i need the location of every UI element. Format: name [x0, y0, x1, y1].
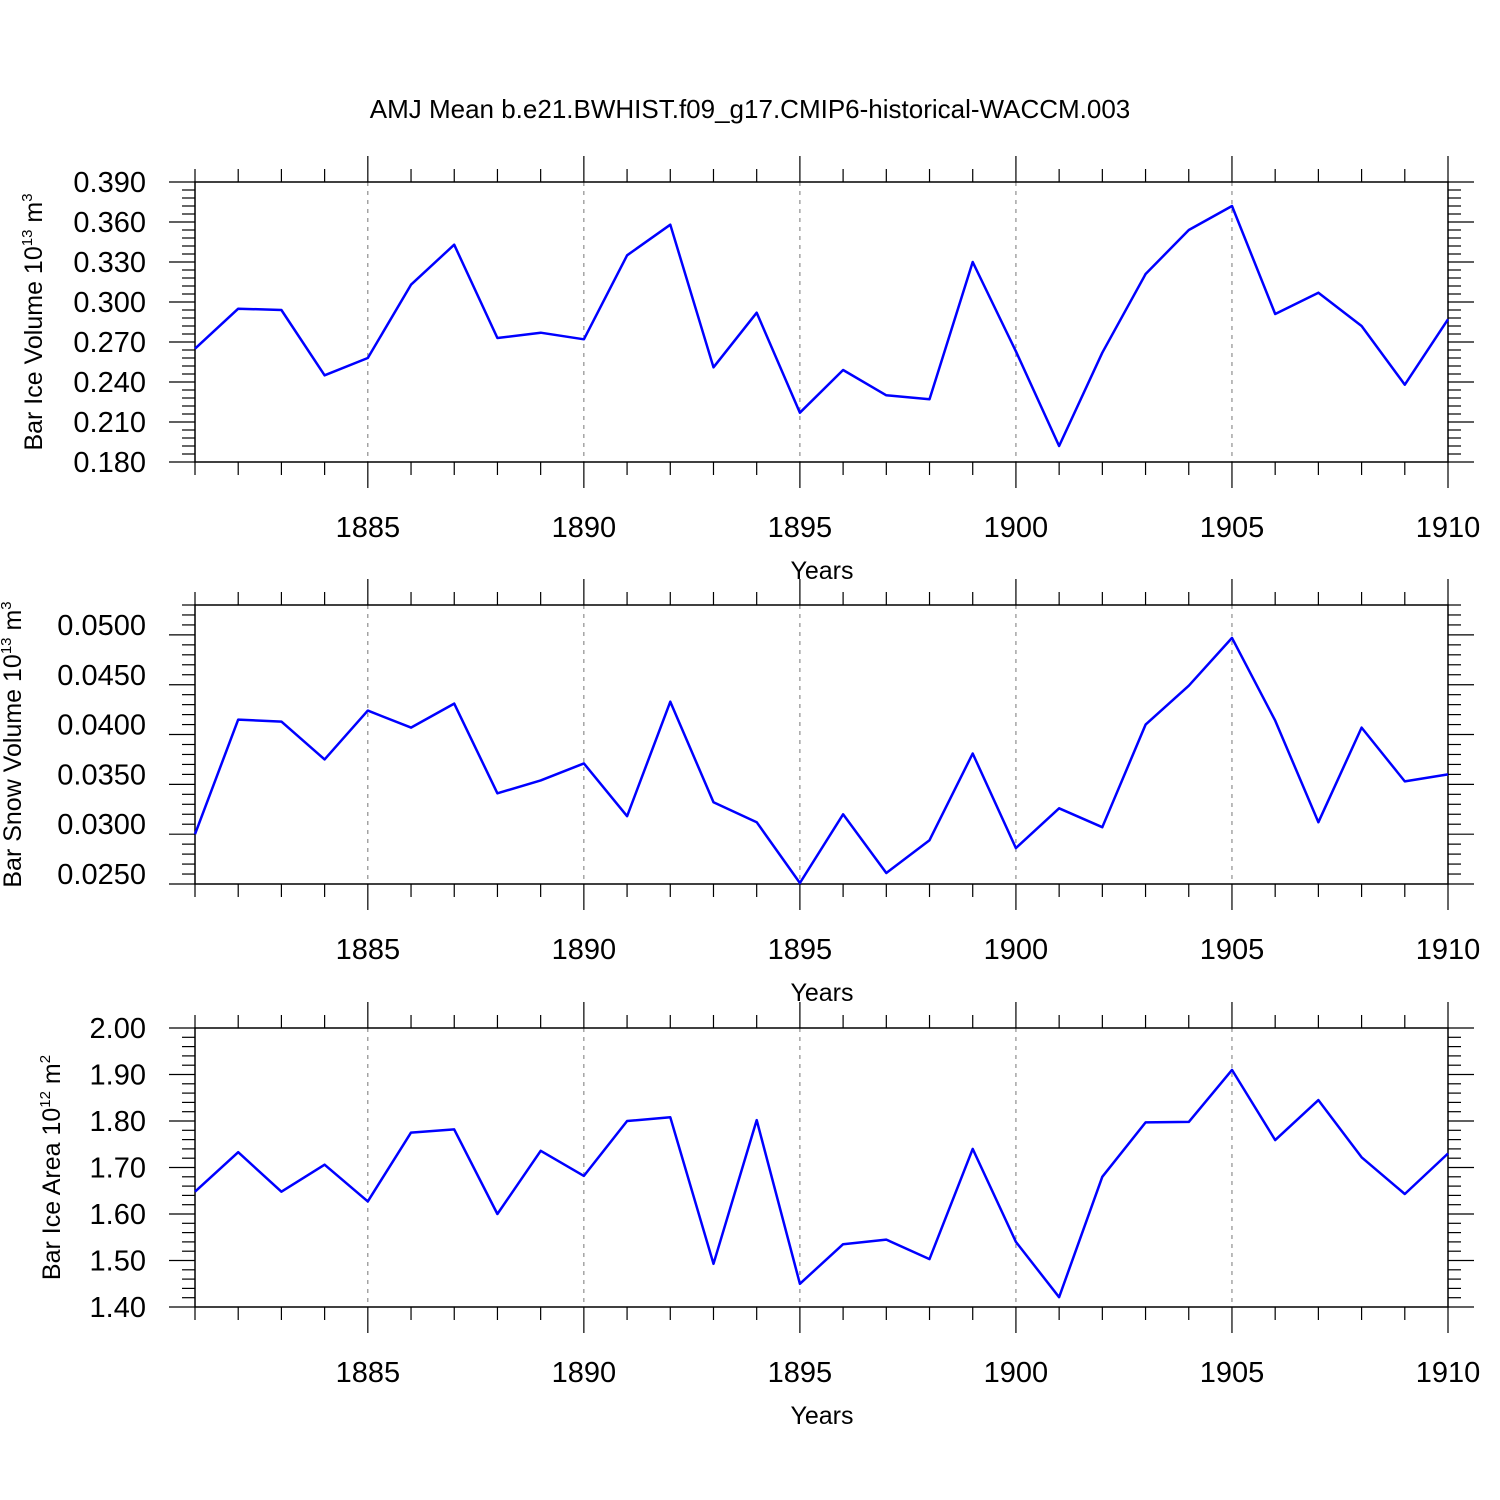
x-tick-label: 1905	[1200, 512, 1265, 544]
y-tick-label: 0.300	[73, 287, 146, 319]
y-axis-label: Bar Ice Volume 1013 m3	[19, 193, 48, 450]
x-tick-label: 1900	[984, 512, 1049, 544]
y-axis-label: Bar Ice Area 1012 m2	[37, 1055, 66, 1280]
snow-volume-panel: 0.0500 0.0450 0.0400 0.0350 0.0300 0.0250 1885…	[0, 579, 1480, 1007]
y-tick-label: 0.210	[73, 407, 146, 439]
ice-volume-panel: 0.390 0.360 0.330 0.300 0.270 0.240 0.210 0.180…	[19, 156, 1480, 585]
y-tick-label: 0.240	[73, 367, 146, 399]
x-tick-label: 1885	[336, 1357, 401, 1389]
y-tick-label: 0.180	[73, 447, 146, 479]
y-axis-label-text: Bar Snow Volume 10	[0, 654, 27, 887]
x-tick-label: 1910	[1416, 934, 1481, 966]
y-tick-label: 0.0450	[57, 660, 146, 692]
y-axis-label-text: Bar Ice Volume 10	[20, 246, 48, 450]
x-axis-label: Years	[790, 1402, 853, 1430]
y-tick-label: 0.330	[73, 247, 146, 279]
y-axis-label-superscript: 3	[0, 601, 15, 609]
y-axis-label-text: m	[38, 1063, 66, 1091]
x-axis-label: Years	[790, 979, 853, 1007]
y-axis-label-superscript: 2	[37, 1055, 54, 1063]
x-tick-label: 1895	[768, 1357, 833, 1389]
y-tick-label: 0.0350	[57, 759, 146, 791]
x-tick-label: 1900	[984, 934, 1049, 966]
x-tick-label: 1895	[768, 512, 833, 544]
ice-area-series-line	[194, 1068, 1449, 1299]
chart-title: AMJ Mean b.e21.BWHIST.f09_g17.CMIP6-hist…	[370, 94, 1131, 124]
x-tick-label: 1900	[984, 1357, 1049, 1389]
y-tick-label: 0.390	[73, 167, 146, 199]
y-axis-label-text: Bar Ice Area 10	[38, 1108, 66, 1280]
plot-frame	[194, 604, 1449, 885]
y-tick-label: 1.90	[90, 1060, 146, 1092]
y-axis-label-superscript: 13	[19, 230, 36, 247]
x-tick-label: 1895	[768, 934, 833, 966]
x-tick-label: 1910	[1416, 512, 1481, 544]
ice-area-panel: 2.00 1.90 1.80 1.70 1.60 1.50 1.40 1885 1890 1895…	[37, 1002, 1480, 1430]
y-axis-label-text: m	[20, 202, 48, 230]
x-tick-label: 1905	[1200, 1357, 1265, 1389]
y-axis-label-superscript: 12	[37, 1091, 54, 1108]
ice-volume-series-line	[194, 204, 1450, 448]
y-tick-label: 0.0300	[57, 809, 146, 841]
x-tick-label: 1885	[336, 512, 401, 544]
snow-volume-series-line	[193, 636, 1449, 885]
y-tick-label: 0.0500	[57, 610, 146, 642]
y-tick-label: 2.00	[90, 1013, 146, 1045]
x-axis-label: Years	[790, 557, 853, 585]
y-tick-label: 0.360	[73, 207, 146, 239]
y-axis-label-superscript: 13	[0, 637, 15, 654]
x-tick-label: 1910	[1416, 1357, 1481, 1389]
y-tick-label: 1.40	[90, 1292, 146, 1324]
y-axis-label: Bar Snow Volume 1013 m3	[0, 601, 27, 887]
y-axis-label-superscript: 3	[19, 193, 36, 201]
y-tick-label: 0.270	[73, 327, 146, 359]
x-tick-label: 1905	[1200, 934, 1265, 966]
y-tick-label: 1.60	[90, 1199, 146, 1231]
y-tick-label: 1.80	[90, 1106, 146, 1138]
chart-panels: 0.390 0.360 0.330 0.300 0.270 0.240 0.210 0.180…	[0, 156, 1480, 1430]
x-tick-label: 1885	[336, 934, 401, 966]
y-axis-label-text: m	[0, 610, 27, 638]
y-tick-label: 1.70	[90, 1153, 146, 1185]
x-tick-label: 1890	[552, 512, 617, 544]
plot-frame	[194, 181, 1449, 463]
x-tick-label: 1890	[552, 1357, 617, 1389]
x-tick-label: 1890	[552, 934, 617, 966]
y-tick-label: 1.50	[90, 1246, 146, 1278]
y-tick-label: 0.0250	[57, 859, 146, 891]
y-tick-label: 0.0400	[57, 710, 146, 742]
